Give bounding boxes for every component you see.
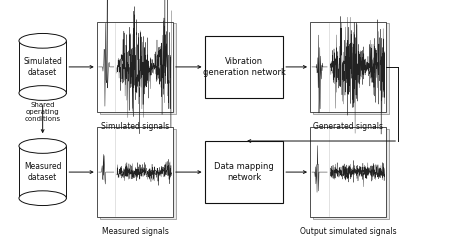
Ellipse shape (19, 139, 66, 153)
FancyBboxPatch shape (205, 36, 283, 98)
Text: Shared
operating
conditions: Shared operating conditions (25, 102, 61, 122)
Text: Output simulated signals: Output simulated signals (300, 227, 397, 236)
FancyBboxPatch shape (97, 22, 173, 112)
Text: Simulated
dataset: Simulated dataset (23, 57, 62, 77)
Text: Data mapping
network: Data mapping network (214, 162, 274, 182)
FancyBboxPatch shape (19, 146, 66, 198)
FancyBboxPatch shape (19, 41, 66, 93)
FancyBboxPatch shape (310, 127, 386, 217)
FancyBboxPatch shape (100, 129, 176, 219)
FancyBboxPatch shape (97, 127, 173, 217)
Text: Measured signals: Measured signals (101, 227, 169, 236)
Text: Vibration
generation network: Vibration generation network (203, 57, 285, 77)
Ellipse shape (19, 33, 66, 48)
FancyBboxPatch shape (100, 23, 176, 114)
FancyBboxPatch shape (313, 129, 389, 219)
FancyBboxPatch shape (310, 22, 386, 112)
FancyBboxPatch shape (205, 141, 283, 203)
Text: Measured
dataset: Measured dataset (24, 162, 62, 182)
Text: Generated signals: Generated signals (313, 122, 383, 131)
FancyBboxPatch shape (313, 23, 389, 114)
Ellipse shape (19, 191, 66, 206)
Text: Simulated signals: Simulated signals (101, 122, 169, 131)
Ellipse shape (19, 86, 66, 100)
